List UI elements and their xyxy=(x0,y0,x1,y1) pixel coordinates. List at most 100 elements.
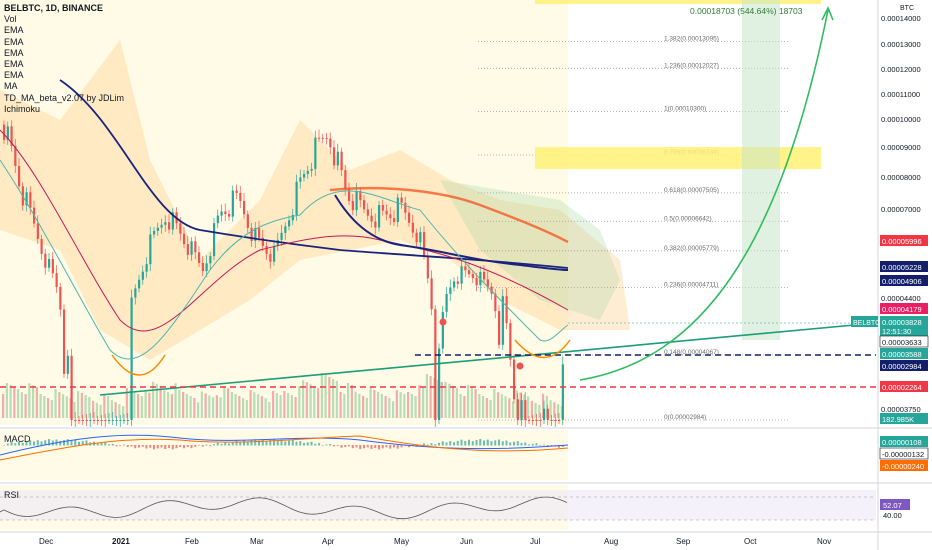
macd-histogram-bar xyxy=(36,440,39,446)
candle-body xyxy=(190,241,193,255)
volume-bar xyxy=(189,396,192,418)
legend-indicator[interactable]: Vol xyxy=(4,14,17,25)
volume-bar xyxy=(302,380,305,418)
legend-indicator[interactable]: EMA xyxy=(4,25,24,36)
candle-body xyxy=(535,420,538,421)
volume-bar xyxy=(500,394,503,418)
macd-histogram-bar xyxy=(314,443,317,446)
volume-bar xyxy=(343,394,346,418)
volume-bar xyxy=(17,389,20,418)
candle-body xyxy=(408,212,411,223)
volume-bar xyxy=(155,383,158,418)
macd-histogram-bar xyxy=(558,445,560,448)
volume-bar xyxy=(272,391,275,418)
volume-bar xyxy=(527,396,530,418)
volume-bar xyxy=(88,397,91,418)
time-axis-label: 2021 xyxy=(112,537,130,546)
volume-bar xyxy=(407,392,410,418)
volume-bar xyxy=(384,396,387,418)
macd-histogram-bar xyxy=(520,443,523,446)
macd-histogram-bar xyxy=(385,445,388,448)
candle-body xyxy=(284,226,287,233)
candle-body xyxy=(558,420,561,421)
candle-body xyxy=(111,420,114,421)
candle-body xyxy=(276,239,279,246)
candle-body xyxy=(513,359,516,400)
candle-body xyxy=(520,400,523,420)
macd-histogram-bar xyxy=(321,445,324,446)
volume-bar xyxy=(84,395,87,418)
price-badge-label: 0.00005228 xyxy=(882,263,922,272)
candle-body xyxy=(14,145,17,167)
volume-bar xyxy=(144,390,147,418)
macd-histogram-bar xyxy=(100,442,103,446)
candle-body xyxy=(355,190,358,211)
candle-body xyxy=(546,408,549,420)
candle-body xyxy=(531,420,534,421)
legend-indicator[interactable]: EMA xyxy=(4,59,24,70)
macd-histogram-bar xyxy=(149,445,152,448)
macd-histogram-bar xyxy=(29,440,32,446)
volume-bar xyxy=(395,390,398,418)
volume-bar xyxy=(485,398,488,418)
legend-indicator[interactable]: Ichimoku xyxy=(4,103,41,114)
time-axis-label: May xyxy=(394,537,409,546)
macd-histogram-bar xyxy=(201,445,204,447)
macd-histogram-bar xyxy=(490,441,493,446)
volume-bar xyxy=(73,402,76,418)
candle-body xyxy=(550,420,553,421)
volume-bar xyxy=(13,387,16,418)
candle-body xyxy=(40,239,43,254)
legend-indicator[interactable]: MA xyxy=(4,81,18,92)
candle-body xyxy=(498,311,501,345)
volume-bar xyxy=(388,398,391,418)
volume-bar xyxy=(275,393,278,418)
legend-indicator[interactable]: TD_MA_beta_v2.07 by JDLim xyxy=(4,92,125,103)
candle-body xyxy=(483,271,486,280)
volume-bar xyxy=(110,400,113,418)
target-label: 0.00018703 (544.64%) 18703 xyxy=(690,6,803,16)
ema-line xyxy=(59,79,569,269)
macd-axis-label: -0.00000132 xyxy=(882,450,924,459)
candle-body xyxy=(48,258,51,268)
volume-bar xyxy=(163,390,166,418)
macd-histogram-bar xyxy=(153,445,155,450)
volume-bar xyxy=(208,395,211,418)
candle-body xyxy=(295,181,298,215)
macd-histogram-bar xyxy=(509,442,512,446)
legend-indicator[interactable]: EMA xyxy=(4,70,24,81)
macd-histogram-bar xyxy=(44,440,47,446)
macd-histogram-bar xyxy=(66,439,69,446)
macd-histogram-bar xyxy=(393,445,395,448)
candle-body xyxy=(351,200,354,211)
volume-bar xyxy=(223,386,226,418)
candle-body xyxy=(464,266,467,271)
candle-body xyxy=(505,296,508,324)
price-badge-label: 0.00004906 xyxy=(882,277,922,286)
candle-body xyxy=(445,293,448,312)
candle-body xyxy=(3,124,6,140)
volume-bar xyxy=(118,404,121,418)
legend-indicator[interactable]: EMA xyxy=(4,36,24,47)
macd-histogram-bar xyxy=(239,441,242,446)
candle-body xyxy=(126,420,129,421)
candle-body xyxy=(280,232,283,240)
macd-background xyxy=(0,430,568,480)
candle-body xyxy=(250,227,253,241)
macd-histogram-bar xyxy=(400,445,403,448)
candle-body xyxy=(430,278,433,310)
price-badge xyxy=(880,348,928,359)
volume-bar xyxy=(77,391,80,418)
candle-body xyxy=(153,230,156,235)
volume-bar xyxy=(467,385,470,418)
volume-bar xyxy=(32,385,35,418)
volume-bar xyxy=(493,389,496,418)
fib-level-label: 1.382(0.00013095) xyxy=(664,36,719,43)
legend-indicator[interactable]: EMA xyxy=(4,47,24,58)
macd-histogram-bar xyxy=(381,445,384,449)
price-badge xyxy=(880,303,928,314)
candle-body xyxy=(370,215,373,222)
candle-body xyxy=(273,245,276,262)
candle-body xyxy=(340,151,343,171)
candle-body xyxy=(528,420,531,421)
